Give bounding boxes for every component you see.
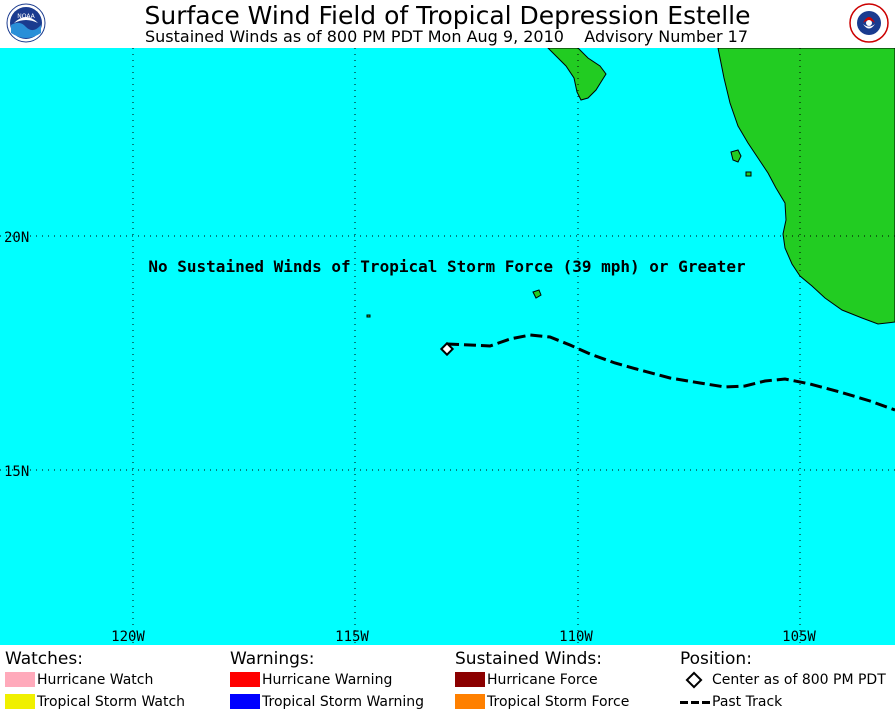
center-label: Center as of 800 PM PDT xyxy=(712,672,886,688)
hurricane-watch-swatch xyxy=(5,672,35,687)
hurricane-warning-label: Hurricane Warning xyxy=(262,672,393,688)
center-marker-icon xyxy=(685,671,703,689)
legend-winds-heading: Sustained Winds: xyxy=(455,649,602,669)
island-tres-marias xyxy=(730,149,742,163)
island-small-1 xyxy=(745,171,752,177)
map-title: Surface Wind Field of Tropical Depressio… xyxy=(144,1,751,30)
legend-watches-heading: Watches: xyxy=(5,649,83,669)
island-clarion xyxy=(366,314,371,318)
mexico-mainland xyxy=(717,48,895,325)
tropical-storm-watch-label: Tropical Storm Watch xyxy=(37,694,186,710)
tropical-storm-force-swatch xyxy=(455,694,485,709)
hurricane-force-swatch xyxy=(455,672,485,687)
nws-logo xyxy=(849,3,889,43)
tropical-storm-warning-swatch xyxy=(230,694,260,709)
past-track-icon xyxy=(680,701,710,704)
legend-item-past-track: Past Track xyxy=(680,693,890,711)
past-track-label: Past Track xyxy=(712,694,783,710)
storm-center-marker xyxy=(439,341,455,357)
tropical-storm-force-label: Tropical Storm Force xyxy=(487,694,630,710)
lat-label-20n: 20N xyxy=(4,230,29,246)
lat-label-15n: 15N xyxy=(4,464,29,480)
hurricane-force-label: Hurricane Force xyxy=(487,672,598,688)
lon-label-115w: 115W xyxy=(335,629,369,645)
noaa-logo: NOAA xyxy=(6,3,46,43)
hurricane-warning-swatch xyxy=(230,672,260,687)
lon-label-105w: 105W xyxy=(782,629,816,645)
legend-warnings-heading: Warnings: xyxy=(230,649,315,669)
legend-position-heading: Position: xyxy=(680,649,752,669)
hurricane-watch-label: Hurricane Watch xyxy=(37,672,154,688)
map-subtitle: Sustained Winds as of 800 PM PDT Mon Aug… xyxy=(145,27,749,46)
lon-label-120w: 120W xyxy=(111,629,145,645)
legend-item-center: Center as of 800 PM PDT xyxy=(680,671,890,689)
island-socorro xyxy=(532,289,542,299)
legend: Watches: Hurricane Watch Tropical Storm … xyxy=(0,645,895,716)
no-winds-message: No Sustained Winds of Tropical Storm For… xyxy=(148,257,745,276)
svg-text:NOAA: NOAA xyxy=(17,13,35,20)
baja-california xyxy=(547,48,607,101)
storm-map: No Sustained Winds of Tropical Storm For… xyxy=(0,48,895,645)
tropical-storm-warning-label: Tropical Storm Warning xyxy=(262,694,424,710)
lon-label-110w: 110W xyxy=(559,629,593,645)
header: NOAA Surface Wind Field of Tropical Depr… xyxy=(0,0,895,48)
tropical-storm-watch-swatch xyxy=(5,694,35,709)
